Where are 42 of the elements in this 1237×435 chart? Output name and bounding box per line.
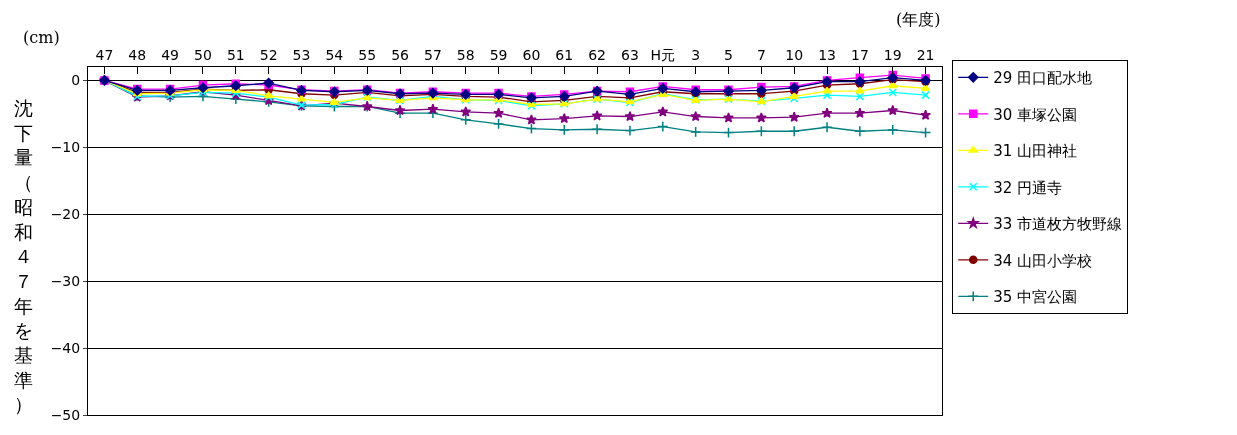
x-tick-label: 62 bbox=[588, 47, 607, 64]
x-tick-label: 53 bbox=[292, 47, 311, 64]
y-tick-label: −40 bbox=[50, 339, 81, 356]
x-tick-label: 57 bbox=[423, 47, 442, 64]
legend-label: 31 山田神社 bbox=[993, 142, 1078, 161]
y-tick-label: −30 bbox=[50, 273, 81, 290]
legend-label: 34 山田小学校 bbox=[993, 251, 1093, 270]
x-tick-label: 54 bbox=[325, 47, 344, 64]
x-tick-label: 48 bbox=[128, 47, 147, 64]
x-tick-label: 55 bbox=[358, 47, 377, 64]
legend-label: 33 市道枚方牧野線 bbox=[993, 215, 1123, 234]
legend-label: 35 中宮公園 bbox=[993, 288, 1078, 307]
x-tick-label: 52 bbox=[259, 47, 278, 64]
x-tick-label: H元 bbox=[650, 47, 676, 64]
x-tick-label: 5 bbox=[724, 47, 733, 64]
y-tick-label: 0 bbox=[71, 72, 81, 89]
y-tick-label: −10 bbox=[50, 139, 81, 156]
x-tick-label: 21 bbox=[916, 47, 935, 64]
x-tick-label: 60 bbox=[522, 47, 541, 64]
text: (年度) bbox=[896, 10, 941, 29]
x-tick-label: 19 bbox=[883, 47, 902, 64]
x-tick-label: 17 bbox=[850, 47, 869, 64]
x-tick-label: 50 bbox=[194, 47, 212, 64]
legend-label: 32 円通寺 bbox=[993, 178, 1063, 197]
x-tick-label: 56 bbox=[391, 47, 410, 64]
x-tick-label: 13 bbox=[818, 47, 836, 64]
x-tick-label: 61 bbox=[555, 47, 574, 64]
y-tick-label: −20 bbox=[50, 206, 81, 223]
x-tick-label: 7 bbox=[756, 47, 766, 64]
x-tick-label: 59 bbox=[489, 47, 508, 64]
text: (cm) bbox=[23, 28, 60, 47]
legend-label: 29 田口配水地 bbox=[993, 69, 1093, 88]
x-tick-label: 63 bbox=[621, 47, 639, 64]
x-tick-label: 10 bbox=[785, 47, 804, 64]
x-tick-label: 58 bbox=[456, 47, 475, 64]
x-tick-label: 47 bbox=[95, 47, 114, 64]
legend-label: 30 車塚公園 bbox=[993, 105, 1078, 124]
text: 沈下量（昭和４７年を基準） bbox=[14, 97, 33, 416]
y-tick-label: −50 bbox=[50, 406, 81, 423]
x-tick-label: 49 bbox=[161, 47, 180, 64]
x-tick-label: 51 bbox=[226, 47, 245, 64]
x-tick-label: 3 bbox=[691, 47, 701, 64]
